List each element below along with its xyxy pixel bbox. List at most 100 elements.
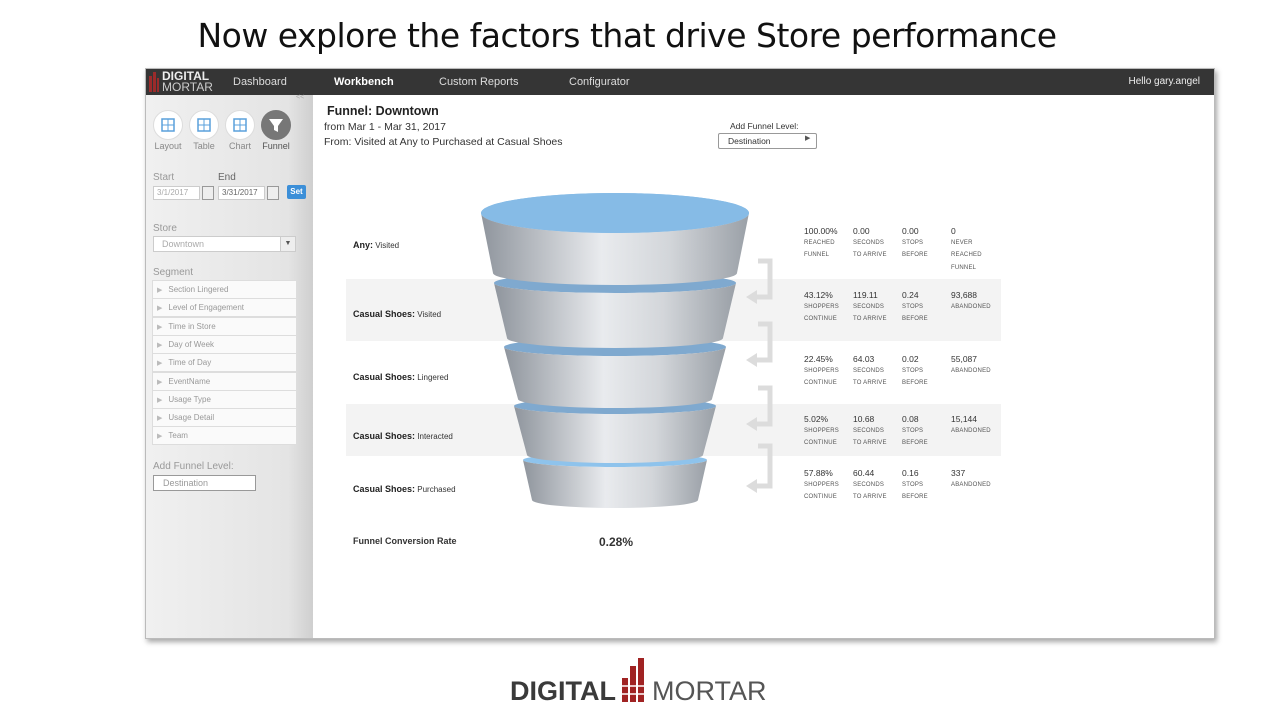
metric-label: SHOPPERS — [804, 368, 839, 374]
segment-label: Usage Type — [168, 394, 211, 404]
expand-arrow: ▶ — [157, 378, 163, 386]
metric-label: STOPS — [902, 428, 924, 434]
metric-value: 57.88% — [804, 468, 833, 478]
level-label: Any: Visited — [353, 240, 399, 250]
metric-label: FUNNEL — [804, 252, 830, 259]
expand-arrow: ▶ — [157, 396, 163, 404]
metric-label: BEFORE — [902, 440, 928, 447]
tool-button[interactable] — [189, 110, 219, 140]
funnel-band — [504, 347, 726, 408]
segment-label: EventName — [168, 376, 211, 386]
metric-label: FUNNEL — [951, 264, 977, 271]
level-label: Casual Shoes: Visited — [353, 309, 441, 319]
metric-value: 55,087 — [951, 354, 977, 364]
store-label: Store — [153, 223, 177, 234]
metric-value: 0.24 — [902, 290, 919, 300]
tool-button[interactable] — [225, 110, 255, 140]
level-name: Casual Shoes: — [353, 372, 416, 382]
dropdown-arrow[interactable]: ▶ — [805, 135, 811, 142]
funnel-icon — [269, 119, 283, 132]
metric-label: REACHED — [951, 252, 982, 259]
slide-title: Now explore the factors that drive Store… — [197, 16, 1057, 55]
metric-label: CONTINUE — [804, 316, 837, 323]
metric-label: SECONDS — [853, 482, 885, 488]
funnel-band-top — [481, 193, 749, 233]
logo-icon — [149, 72, 159, 92]
start-date-input[interactable]: 3/1/2017 — [153, 186, 200, 200]
metric-label: SHOPPERS — [804, 482, 839, 488]
segment-label: Segment — [153, 267, 194, 278]
funnel-band — [481, 213, 749, 285]
metric-label: ABANDONED — [951, 428, 991, 434]
segment-label: Day of Week — [168, 339, 215, 349]
nav-item[interactable]: Workbench — [334, 76, 394, 88]
set-button[interactable]: Set — [287, 185, 306, 199]
footer-logo-text: MORTAR — [652, 676, 767, 706]
segment-label: Level of Engagement — [168, 303, 244, 313]
level-action: Visited — [417, 310, 442, 319]
conversion-rate: 0.28% — [598, 535, 634, 549]
segment-item[interactable]: ▶ Team — [152, 426, 297, 446]
start-label: Start — [153, 172, 175, 183]
add-level-select[interactable]: Destination — [718, 133, 817, 149]
metric-label: REACHED — [804, 240, 835, 246]
metric-value: 10.68 — [853, 414, 875, 424]
level-action: Purchased — [417, 485, 456, 494]
metric-label: SECONDS — [853, 428, 885, 434]
metric-value: 0.00 — [902, 226, 919, 236]
metric-label: SHOPPERS — [804, 304, 839, 310]
tool-label: Chart — [228, 141, 251, 151]
segment-label: Usage Detail — [168, 413, 215, 423]
nav-item[interactable]: Configurator — [569, 76, 630, 88]
tool-label: Table — [193, 141, 215, 151]
metric-value: 60.44 — [853, 468, 875, 478]
tool-button[interactable] — [153, 110, 183, 140]
tool-icon — [161, 118, 175, 132]
metric-label: STOPS — [902, 368, 924, 374]
user-greeting[interactable]: Hello gary.angel — [1128, 76, 1200, 87]
tool-button[interactable] — [261, 110, 291, 140]
metric-label: TO ARRIVE — [853, 440, 887, 447]
metric-label: CONTINUE — [804, 440, 837, 447]
nav-item[interactable]: Dashboard — [233, 76, 287, 88]
flow-arrow — [754, 385, 773, 427]
funnel-band — [514, 406, 716, 463]
level-name: Any: — [353, 240, 373, 250]
metric-label: BEFORE — [902, 494, 928, 501]
add-level-select[interactable]: Destination — [153, 475, 256, 491]
dropdown-arrow[interactable]: ▼ — [280, 236, 296, 252]
metric-label: SECONDS — [853, 368, 885, 374]
metric-label: ABANDONED — [951, 482, 991, 488]
expand-arrow: ▶ — [157, 323, 163, 331]
metric-label: SECONDS — [853, 304, 885, 310]
metric-value: 64.03 — [853, 354, 875, 364]
calendar-icon[interactable] — [267, 186, 279, 200]
metric-value: 93,688 — [951, 290, 977, 300]
metric-label: CONTINUE — [804, 380, 837, 387]
metric-value: 22.45% — [804, 354, 833, 364]
metric-label: CONTINUE — [804, 494, 837, 501]
metric-label: SHOPPERS — [804, 428, 839, 434]
flow-arrow — [754, 258, 773, 300]
end-date-input[interactable]: 3/31/2017 — [218, 186, 265, 200]
level-action: Visited — [375, 241, 400, 250]
tool-icon — [233, 118, 247, 132]
metric-value: 100.00% — [804, 226, 838, 236]
footer-logo-icon — [622, 658, 644, 702]
metric-label: SECONDS — [853, 240, 885, 246]
metric-value: 15,144 — [951, 414, 977, 424]
footer-logo-text: DIGITAL — [510, 676, 616, 706]
calendar-icon[interactable] — [202, 186, 214, 200]
flow-arrowhead — [746, 353, 757, 367]
report-path: From: Visited at Any to Purchased at Cas… — [324, 136, 563, 148]
collapse-button[interactable]: << — [296, 94, 305, 101]
add-level-label: Add Funnel Level: — [153, 461, 234, 472]
level-label: Casual Shoes: Lingered — [353, 372, 448, 382]
segment-label: Section Lingered — [168, 285, 229, 294]
nav-item[interactable]: Custom Reports — [439, 76, 519, 88]
end-label: End — [218, 172, 236, 183]
metric-label: ABANDONED — [951, 304, 991, 310]
flow-arrowhead — [746, 290, 757, 304]
